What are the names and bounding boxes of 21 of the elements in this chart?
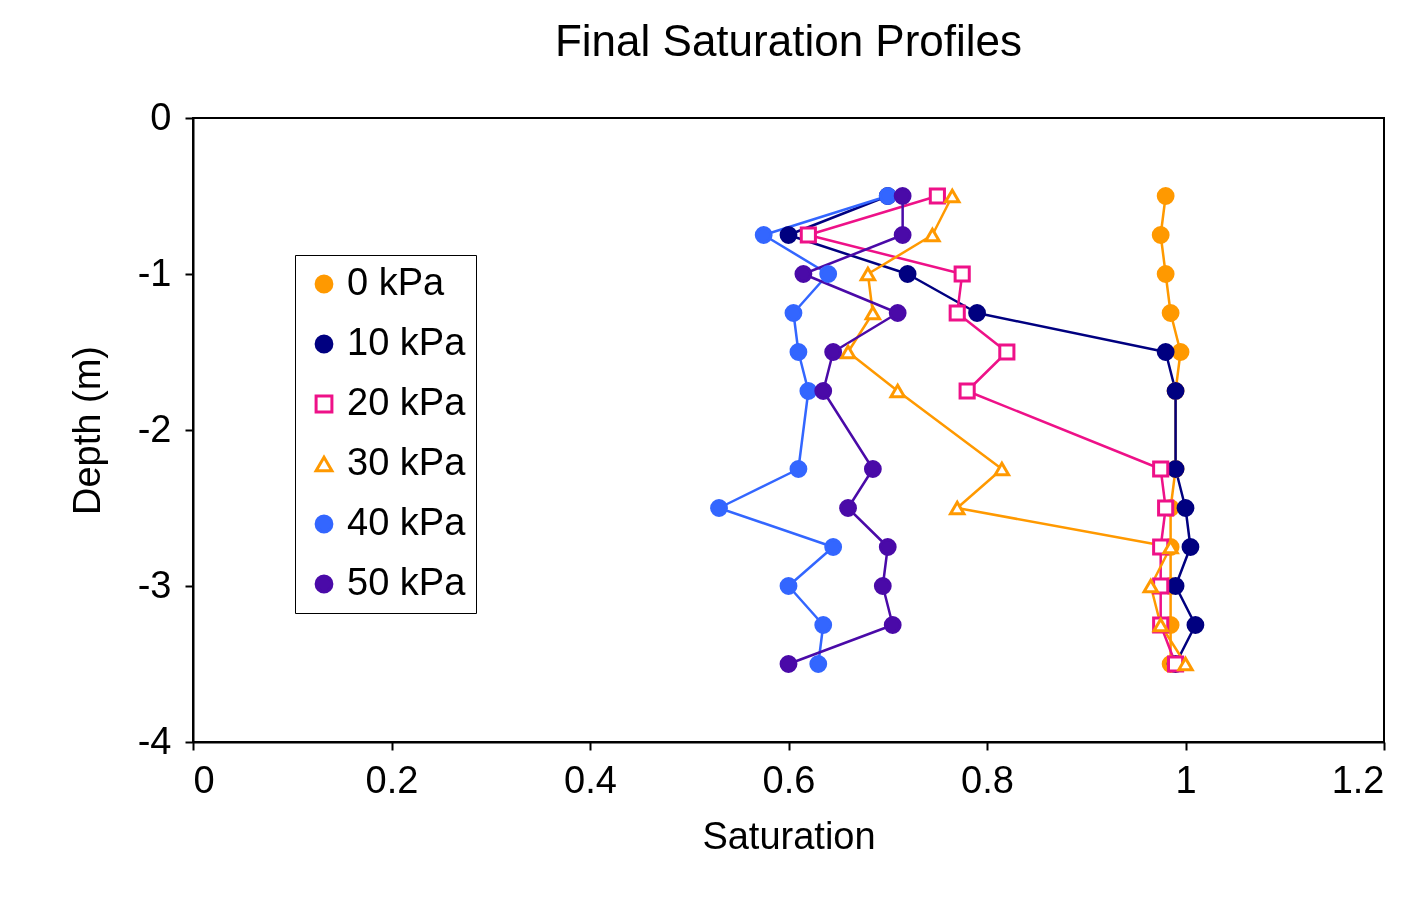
x-tick-label: 0 — [193, 758, 215, 801]
x-tick-label: 0.8 — [961, 758, 1014, 801]
legend-label: 40 kPa — [347, 501, 467, 543]
legend-label: 50 kPa — [347, 561, 467, 603]
legend-label: 20 kPa — [347, 381, 467, 423]
x-tick-label: 0.2 — [365, 758, 419, 801]
x-axis-title: Saturation — [702, 814, 876, 857]
legend-label: 0 kPa — [347, 261, 446, 303]
x-tick-label: 1 — [1175, 758, 1197, 801]
y-tick-label: -3 — [137, 563, 172, 606]
legend-label: 30 kPa — [347, 441, 467, 483]
x-tick-label: 0.4 — [564, 758, 617, 801]
x-tick-label: 0.6 — [762, 758, 816, 801]
x-tick-label: 1.2 — [1331, 758, 1385, 801]
y-tick-label: -1 — [137, 251, 172, 294]
y-tick-label: 0 — [150, 95, 172, 138]
chart-title: Final Saturation Profiles — [554, 16, 1023, 65]
y-tick-label: -4 — [137, 719, 172, 762]
legend-label: 10 kPa — [347, 321, 467, 363]
y-axis-title: Depth (m) — [65, 346, 108, 515]
y-tick-label: -2 — [137, 407, 172, 450]
